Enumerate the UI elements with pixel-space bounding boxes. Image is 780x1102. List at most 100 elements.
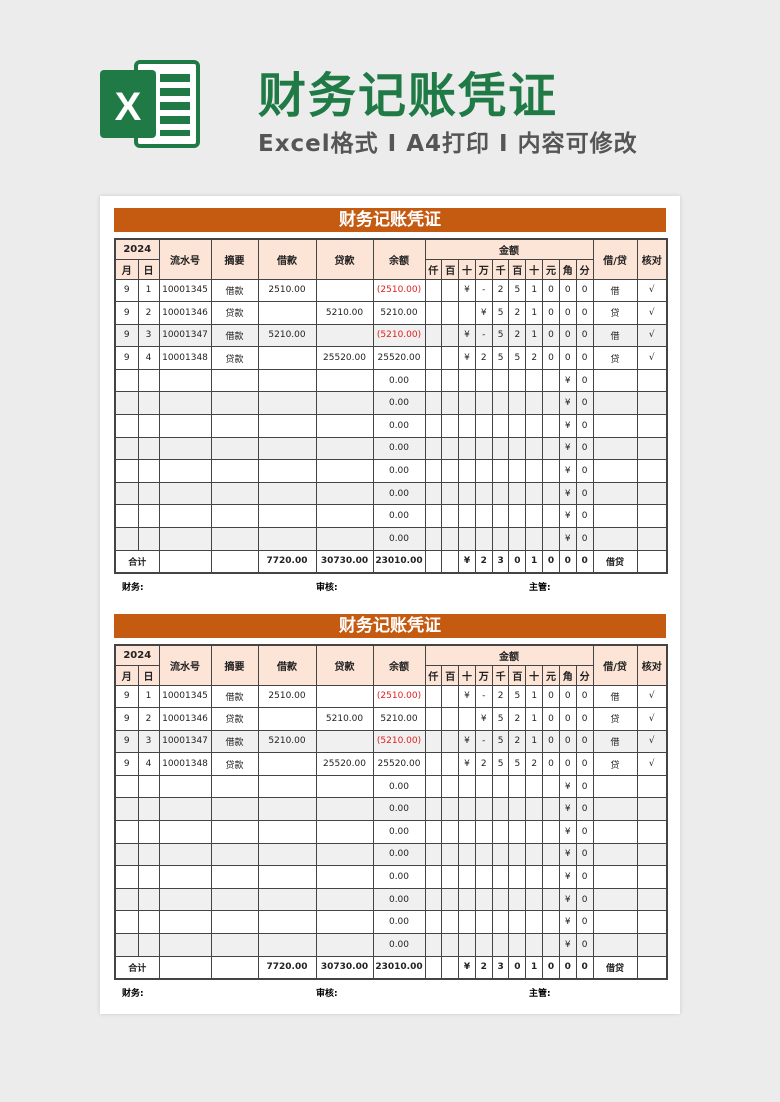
cell-credit[interactable] [315,323,374,348]
cell-digit[interactable]: 2 [525,346,544,370]
cell-digit[interactable] [458,774,476,799]
cell-summary[interactable]: 借款 [210,278,259,303]
cell-direction[interactable] [592,527,638,551]
cell-digit[interactable] [458,414,476,438]
cell-digit[interactable] [441,774,460,799]
cell-digit[interactable]: 0 [542,752,560,776]
cell-digit[interactable] [424,504,443,529]
cell-serial[interactable] [158,887,212,912]
cell-direction[interactable] [592,797,638,822]
cell-balance[interactable]: 0.00 [372,436,426,461]
cell-check[interactable] [636,504,668,529]
cell-balance[interactable]: 0.00 [372,820,426,844]
cell-balance[interactable]: 25520.00 [372,346,426,370]
cell-balance[interactable]: 0.00 [372,459,426,483]
cell-digit[interactable]: 0 [558,346,577,370]
cell-debit[interactable] [257,346,317,370]
cell-summary[interactable] [210,481,259,506]
cell-digit[interactable] [424,414,443,438]
cell-serial[interactable] [158,504,212,529]
cell-digit[interactable]: 0 [558,752,577,776]
cell-balance[interactable]: 0.00 [372,797,426,822]
cell-credit[interactable]: 25520.00 [315,752,374,776]
cell-digit[interactable] [441,391,460,416]
cell-serial[interactable] [158,774,212,799]
cell-debit[interactable]: 2510.00 [257,278,317,303]
cell-credit[interactable] [315,797,374,822]
cell-debit[interactable] [257,910,317,935]
cell-digit[interactable]: 1 [525,323,544,348]
cell-debit[interactable] [257,368,317,393]
cell-digit[interactable]: 0 [575,414,594,438]
cell-check[interactable] [636,910,668,935]
cell-month[interactable] [114,436,139,461]
cell-digit[interactable] [525,481,544,506]
cell-check[interactable] [636,865,668,889]
cell-balance[interactable]: 5210.00 [372,301,426,325]
cell-serial[interactable]: 10001345 [158,684,212,709]
cell-summary[interactable]: 贷款 [210,346,259,370]
cell-summary[interactable]: 贷款 [210,752,259,776]
cell-digit[interactable]: 2 [525,752,544,776]
cell-debit[interactable] [257,887,317,912]
cell-direction[interactable] [592,842,638,867]
cell-digit[interactable] [424,323,443,348]
cell-credit[interactable] [315,368,374,393]
cell-direction[interactable] [592,368,638,393]
cell-summary[interactable] [210,459,259,483]
cell-digit[interactable]: ¥ [558,933,577,957]
cell-balance[interactable]: 0.00 [372,865,426,889]
cell-credit[interactable]: 5210.00 [315,707,374,731]
cell-digit[interactable] [525,414,544,438]
cell-digit[interactable]: 1 [525,707,544,731]
cell-check[interactable]: √ [636,752,668,776]
cell-digit[interactable] [491,504,510,529]
cell-digit[interactable]: ¥ [558,820,577,844]
cell-summary[interactable] [210,842,259,867]
cell-direction[interactable]: 借 [592,278,638,303]
cell-digit[interactable] [424,684,443,709]
cell-month[interactable] [114,774,139,799]
cell-digit[interactable] [441,368,460,393]
cell-month[interactable] [114,459,139,483]
cell-serial[interactable] [158,459,212,483]
cell-digit[interactable] [542,459,560,483]
cell-month[interactable]: 9 [114,301,139,325]
cell-balance[interactable]: 0.00 [372,887,426,912]
cell-credit[interactable] [315,459,374,483]
cell-check[interactable]: √ [636,278,668,303]
cell-digit[interactable]: 1 [525,729,544,754]
cell-digit[interactable] [542,842,560,867]
cell-digit[interactable] [491,910,510,935]
cell-digit[interactable]: 0 [575,820,594,844]
cell-digit[interactable]: 0 [575,481,594,506]
cell-digit[interactable] [491,391,510,416]
cell-serial[interactable]: 10001346 [158,301,212,325]
cell-digit[interactable] [441,459,460,483]
cell-day[interactable] [137,887,160,912]
cell-day[interactable] [137,391,160,416]
cell-digit[interactable]: - [474,278,493,303]
cell-balance[interactable]: 0.00 [372,481,426,506]
cell-debit[interactable] [257,391,317,416]
cell-check[interactable]: √ [636,346,668,370]
cell-serial[interactable]: 10001346 [158,707,212,731]
cell-debit[interactable] [257,842,317,867]
cell-day[interactable]: 4 [137,752,160,776]
cell-digit[interactable] [458,820,476,844]
cell-digit[interactable]: 0 [575,436,594,461]
cell-digit[interactable]: 0 [558,729,577,754]
cell-direction[interactable] [592,436,638,461]
cell-month[interactable] [114,842,139,867]
cell-direction[interactable] [592,887,638,912]
cell-month[interactable]: 9 [114,346,139,370]
cell-digit[interactable] [474,481,493,506]
cell-summary[interactable]: 借款 [210,684,259,709]
cell-digit[interactable] [424,368,443,393]
cell-digit[interactable] [508,527,527,551]
cell-digit[interactable] [508,368,527,393]
cell-day[interactable] [137,368,160,393]
cell-digit[interactable] [424,774,443,799]
cell-digit[interactable] [525,887,544,912]
cell-debit[interactable]: 2510.00 [257,684,317,709]
